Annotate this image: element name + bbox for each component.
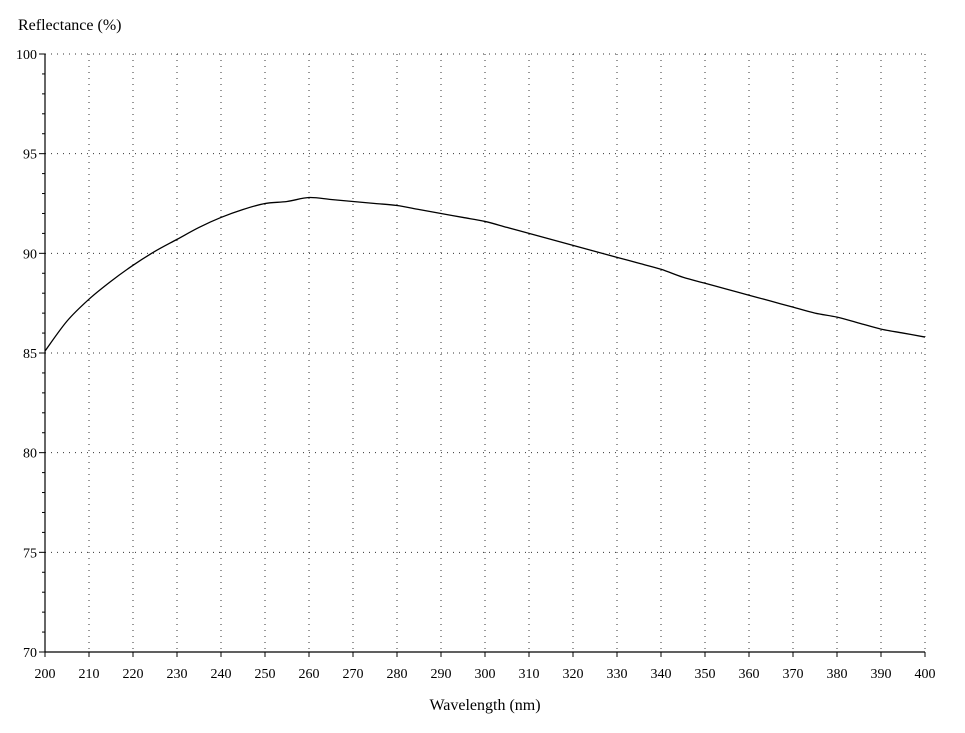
data-series [44,196,926,352]
x-tick-label: 340 [651,667,672,682]
y-tick-label: 90 [23,247,37,262]
x-tick-label: 290 [431,667,452,682]
x-tick-label: 230 [167,667,188,682]
x-tick-label: 280 [387,667,408,682]
y-tick-label: 75 [23,546,37,561]
x-tick-label: 300 [475,667,496,682]
x-tick-label: 310 [519,667,540,682]
y-tick-label: 80 [23,447,37,462]
grid [45,53,926,652]
x-tick-label: 320 [563,667,584,682]
x-tick-label: 350 [695,667,716,682]
y-tick-label: 85 [23,347,37,362]
x-tick-label: 330 [607,667,628,682]
x-tick-label: 390 [871,667,892,682]
x-tick-label: 250 [255,667,276,682]
x-tick-label: 270 [343,667,364,682]
x-tick-label: 400 [915,667,936,682]
x-tick-label: 220 [123,667,144,682]
x-axis-title: Wavelength (nm) [429,697,540,714]
y-tick-label: 100 [16,48,37,63]
tick-labels: 70 75 80 85 90 95 100 200 210 220 230 240 250 260 270 2… [16,48,936,682]
x-tick-label: 370 [783,667,804,682]
x-tick-label: 210 [79,667,100,682]
x-tick-label: 260 [299,667,320,682]
x-tick-label: 380 [827,667,848,682]
reflectance-series-line [44,196,926,352]
x-tick-label: 200 [35,667,56,682]
y-axis-title: Reflectance (%) [18,17,121,34]
x-tick-label: 360 [739,667,760,682]
x-tick-label: 240 [211,667,232,682]
y-tick-label: 70 [23,646,37,661]
y-tick-label: 95 [23,148,37,163]
axes [39,53,926,657]
